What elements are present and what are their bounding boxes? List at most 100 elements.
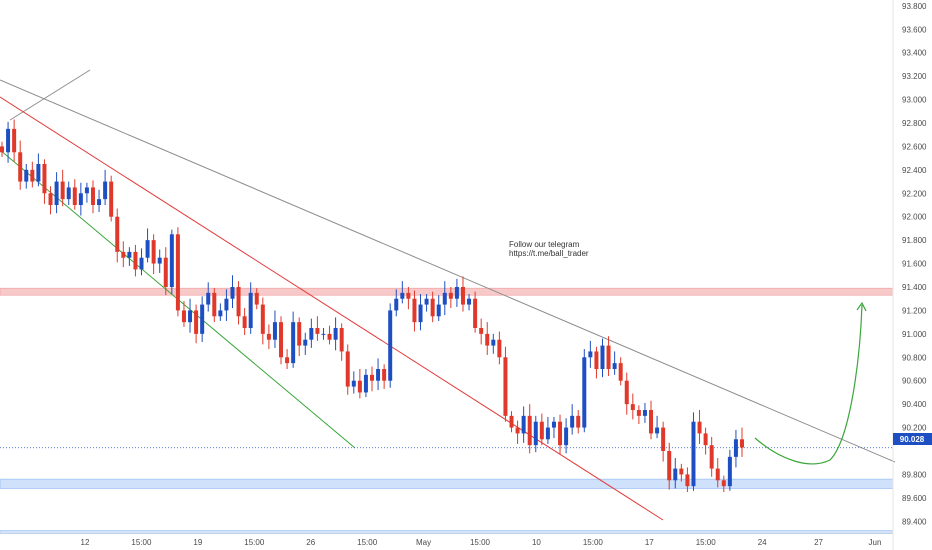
- candle-body: [236, 287, 241, 317]
- candle-body: [315, 328, 320, 334]
- candle-body: [649, 410, 654, 434]
- candle-body: [103, 181, 108, 200]
- candle-body: [248, 292, 253, 328]
- last-price-label: 90.028: [893, 433, 932, 445]
- candle-body: [442, 292, 447, 305]
- x-tick-label: 26: [306, 538, 315, 547]
- candle-body: [400, 292, 405, 299]
- y-axis: 93.800 93.600 93.400 93.200 93.000 92.800 92.6…: [892, 0, 927, 550]
- x-tick-label: 24: [758, 538, 767, 547]
- candle-body: [491, 339, 496, 346]
- candle-body: [473, 298, 478, 328]
- y-tick-label: 93.600: [902, 25, 927, 34]
- candle-body: [333, 328, 338, 340]
- y-tick-label: 92.200: [902, 189, 927, 198]
- candle-body: [266, 333, 271, 340]
- candle-body: [479, 328, 484, 334]
- red-channel-line: [0, 96, 664, 521]
- candle-body: [72, 187, 77, 205]
- candle-body: [570, 415, 575, 428]
- x-tick-label: 12: [81, 538, 90, 547]
- projection-curve: [754, 304, 863, 465]
- last-price-value: 90.028: [900, 435, 925, 444]
- candle-body: [606, 345, 611, 369]
- candle-body: [242, 316, 247, 328]
- candle-body: [382, 369, 387, 381]
- y-tick-label: 93.200: [902, 72, 927, 81]
- candle-body: [740, 439, 744, 448]
- candle-body: [539, 421, 544, 440]
- candle-body: [297, 322, 302, 346]
- candle-body: [515, 427, 520, 434]
- y-tick-label: 92.400: [902, 166, 927, 175]
- candle-body: [727, 456, 732, 487]
- candle-body: [339, 328, 344, 352]
- candle-body: [272, 322, 277, 340]
- candle-body: [121, 251, 126, 258]
- candle-body: [97, 199, 102, 205]
- candle-body: [721, 480, 726, 487]
- candle-body: [309, 328, 314, 340]
- candle-body: [48, 193, 53, 205]
- y-tick-label: 90.200: [902, 424, 927, 433]
- y-tick-label: 91.600: [902, 260, 927, 269]
- candle-body: [181, 310, 186, 323]
- candle-body: [6, 128, 11, 153]
- candle-body: [169, 234, 174, 287]
- candle-body: [90, 187, 95, 205]
- candle-body: [497, 339, 502, 358]
- candle-body: [636, 410, 641, 416]
- grey-trendline-upper: [0, 79, 896, 463]
- candle-body: [54, 181, 59, 205]
- candle-body: [133, 251, 138, 270]
- candle-body: [376, 369, 381, 381]
- candle-body: [139, 257, 144, 270]
- x-tick-label: 27: [814, 538, 823, 547]
- y-tick-label: 89.800: [902, 470, 927, 479]
- candle-body: [521, 415, 526, 434]
- candle-body: [667, 451, 672, 481]
- candle-body: [351, 380, 356, 387]
- candle-body: [715, 468, 720, 481]
- projection-arrowhead: [856, 301, 867, 312]
- y-tick-label: 89.400: [902, 517, 927, 526]
- candle-body: [655, 427, 660, 434]
- candle-body: [418, 304, 423, 323]
- y-tick-label: 93.000: [902, 96, 927, 105]
- candle-body: [218, 310, 223, 317]
- candle-body: [42, 164, 47, 194]
- candle-body: [551, 421, 556, 428]
- candle-body: [394, 298, 399, 311]
- support-zone: [0, 478, 894, 489]
- candle-body: [363, 374, 368, 393]
- x-tick-label: 17: [645, 538, 654, 547]
- candle-body: [188, 310, 193, 323]
- candle-body: [60, 181, 65, 200]
- candle-body: [703, 433, 708, 446]
- candle-body: [618, 363, 623, 381]
- y-tick-label: 89.600: [902, 494, 927, 503]
- candle-body: [260, 304, 265, 334]
- candle-body: [576, 415, 581, 428]
- candle-body: [212, 292, 217, 317]
- candle-body: [533, 421, 538, 446]
- x-axis: 12 15:00 19 15:00 26 15:00 May 15:00 10 15:00 17 15…: [0, 532, 893, 547]
- y-tick-label: 91.200: [902, 306, 927, 315]
- candle-body: [582, 357, 587, 428]
- x-tick-label: 15:00: [131, 538, 152, 547]
- x-tick-label: 15:00: [244, 538, 265, 547]
- telegram-annotation: Follow our telegram https://t.me/ball_tr…: [509, 240, 589, 258]
- candle-body: [66, 187, 71, 200]
- candle-body: [115, 216, 120, 252]
- x-tick-label: 15:00: [696, 538, 717, 547]
- candle-body: [467, 298, 472, 305]
- candle-body: [157, 257, 162, 264]
- candle-body: [357, 380, 362, 393]
- candle-body: [600, 345, 605, 369]
- candle-body: [424, 298, 429, 305]
- annotation-line-1: Follow our telegram: [509, 240, 580, 249]
- candle-body: [145, 240, 150, 258]
- candle-body: [151, 240, 156, 264]
- candle-body: [594, 351, 599, 369]
